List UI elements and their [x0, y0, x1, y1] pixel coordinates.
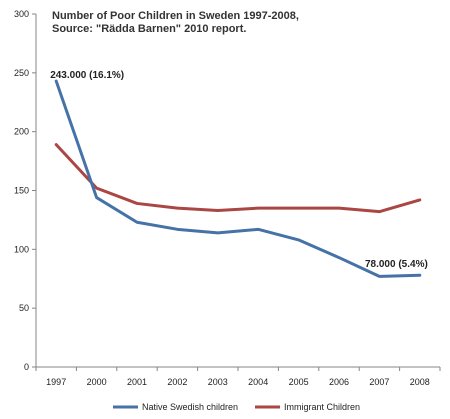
x-tick-label: 2005	[289, 377, 309, 387]
chart-title-line-1: Number of Poor Children in Sweden 1997-2…	[52, 10, 299, 22]
y-tick-label: 300	[14, 9, 29, 19]
x-tick-label: 2004	[248, 377, 268, 387]
legend-label-native: Native Swedish children	[142, 402, 238, 412]
x-tick-label: 2003	[208, 377, 228, 387]
x-tick-label: 2007	[369, 377, 389, 387]
x-tick-label: 2002	[167, 377, 187, 387]
y-tick-label: 50	[19, 303, 29, 313]
data-annotation: 78.000 (5.4%)	[365, 259, 428, 270]
y-tick-label: 100	[14, 244, 29, 254]
series-line-immigrant-children	[54, 143, 422, 214]
y-axis-ticks: 0 50 100 150 200 250 300	[14, 9, 36, 372]
y-tick-label: 150	[14, 186, 29, 196]
y-tick-label: 250	[14, 68, 29, 78]
chart-title-line-2: Source: "Rädda Barnen" 2010 report.	[52, 23, 246, 35]
series-line-native-swedish-children	[54, 79, 422, 278]
x-axis-ticks: 1997 2000 2001 2002 2003 2004 2005 2006 2007 2008	[35, 367, 441, 387]
y-tick-label: 200	[14, 127, 29, 137]
x-tick-label: 2000	[87, 377, 107, 387]
x-tick-label: 2006	[329, 377, 349, 387]
y-tick-label: 0	[24, 362, 29, 372]
data-annotation: 243.000 (16.1%)	[50, 70, 124, 81]
annotation-layer: 243.000 (16.1%) 78.000 (5.4%)	[50, 70, 428, 270]
x-tick-label: 2008	[410, 377, 430, 387]
series-layer	[54, 79, 422, 278]
legend: Native Swedish children Immigrant Childr…	[113, 402, 360, 412]
x-tick-label: 1997	[46, 377, 66, 387]
legend-label-immigrant: Immigrant Children	[284, 402, 360, 412]
x-tick-label: 2001	[127, 377, 147, 387]
